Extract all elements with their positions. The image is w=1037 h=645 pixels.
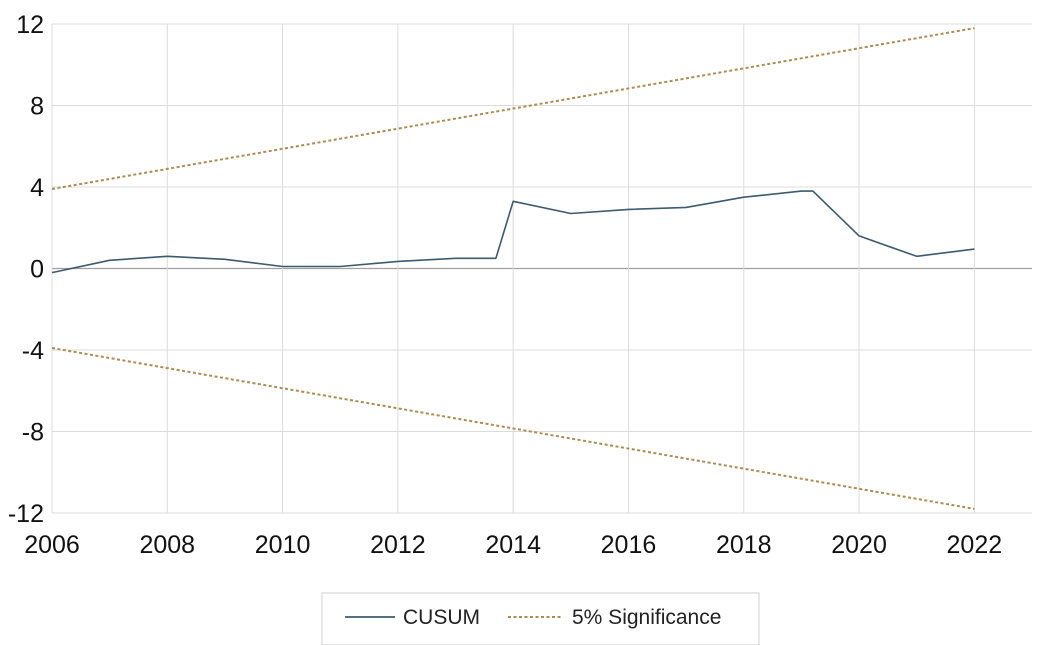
cusum-point	[512, 200, 515, 203]
y-tick-label: 12	[16, 11, 44, 39]
x-tick-label: 2006	[24, 531, 80, 559]
cusum-point	[685, 206, 688, 209]
legend: CUSUM 5% Significance	[321, 592, 760, 645]
y-tick-label: -12	[8, 500, 44, 528]
x-tick-label: 2020	[831, 531, 887, 559]
cusum-point	[281, 265, 284, 268]
cusum-point	[800, 190, 803, 193]
x-tick-label: 2012	[370, 531, 426, 559]
x-tick-label: 2018	[716, 531, 772, 559]
cusum-point	[973, 248, 976, 251]
legend-cusum-label: CUSUM	[403, 606, 480, 629]
significance-point	[51, 188, 54, 191]
y-tick-label: -4	[22, 337, 44, 365]
y-axis-ticks: 12 8 4 0 -4 -8 -12	[8, 11, 44, 528]
lower-significance-line	[51, 347, 975, 510]
y-tick-label: -8	[22, 419, 44, 447]
legend-box	[321, 592, 760, 645]
x-tick-label: 2022	[947, 531, 1003, 559]
y-tick-label: 0	[30, 256, 44, 284]
cusum-point	[223, 258, 226, 261]
cusum-point	[494, 257, 497, 260]
y-tick-label: 4	[30, 174, 44, 202]
x-axis-ticks: 2006 2008 2010 2012 2014 2016 2018 2020 2022	[24, 531, 1002, 559]
significance-point	[973, 27, 976, 30]
series	[51, 27, 976, 510]
cusum-point	[396, 260, 399, 263]
cusum-point	[108, 259, 111, 262]
significance-point	[51, 347, 54, 350]
cusum-point	[569, 212, 572, 215]
cusum-line	[51, 190, 975, 274]
cusum-point	[915, 255, 918, 258]
x-tick-label: 2014	[485, 531, 541, 559]
y-tick-label: 8	[30, 93, 44, 121]
cusum-point	[51, 271, 54, 274]
cusum-point	[742, 196, 745, 199]
cusum-point	[166, 255, 169, 258]
grid	[51, 23, 1032, 514]
cusum-point	[858, 234, 861, 237]
cusum-point	[339, 265, 342, 268]
significance-point	[973, 507, 976, 510]
cusum-point	[811, 190, 814, 193]
cusum-point	[627, 208, 630, 211]
upper-significance-line	[51, 27, 975, 190]
legend-significance-label: 5% Significance	[572, 606, 721, 629]
x-tick-label: 2008	[139, 531, 195, 559]
x-tick-label: 2010	[255, 531, 311, 559]
cusum-point	[454, 257, 457, 260]
x-tick-label: 2016	[601, 531, 657, 559]
